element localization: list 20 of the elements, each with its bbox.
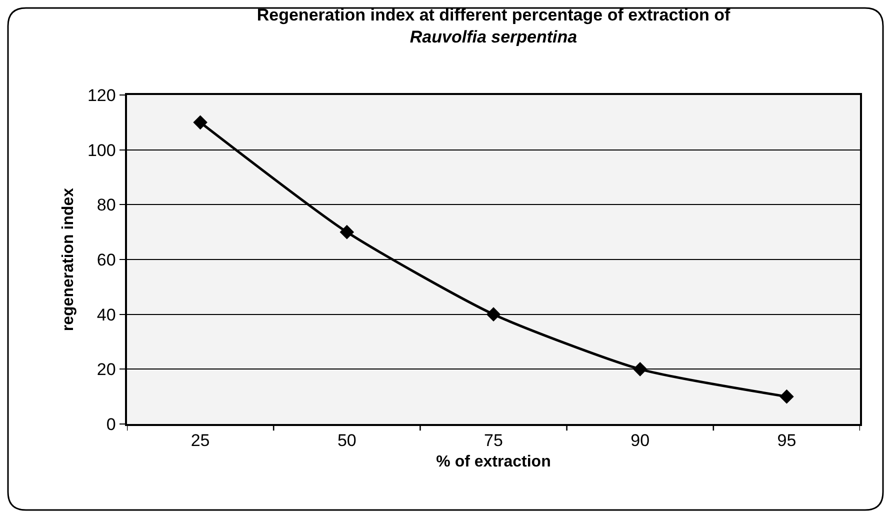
chart-title: Regeneration index at different percentage of extraction of Rauvolfia serpentina: [256, 5, 730, 46]
y-tick-label: 120: [87, 86, 116, 105]
y-tick-label: 100: [87, 140, 116, 160]
y-tick-label: 60: [96, 250, 116, 270]
point: [193, 115, 208, 130]
x-tick-label: 90: [630, 431, 650, 450]
x-axis-title: % of extraction: [436, 453, 551, 470]
x-tick-label: 25: [190, 431, 210, 450]
y-tick-label: 20: [96, 360, 116, 380]
x-tick-label: 75: [484, 431, 503, 450]
point: [632, 362, 648, 376]
point: [486, 307, 501, 322]
y-axis-title: regeneration index: [60, 188, 77, 332]
x-tick-label: 95: [777, 431, 796, 450]
y-tick-label: 0: [106, 414, 116, 434]
point: [340, 224, 354, 240]
y-tick-label: 80: [96, 196, 116, 215]
x-tick-label: 50: [337, 431, 356, 450]
y-tick-label: 40: [96, 305, 116, 324]
point: [780, 389, 794, 404]
